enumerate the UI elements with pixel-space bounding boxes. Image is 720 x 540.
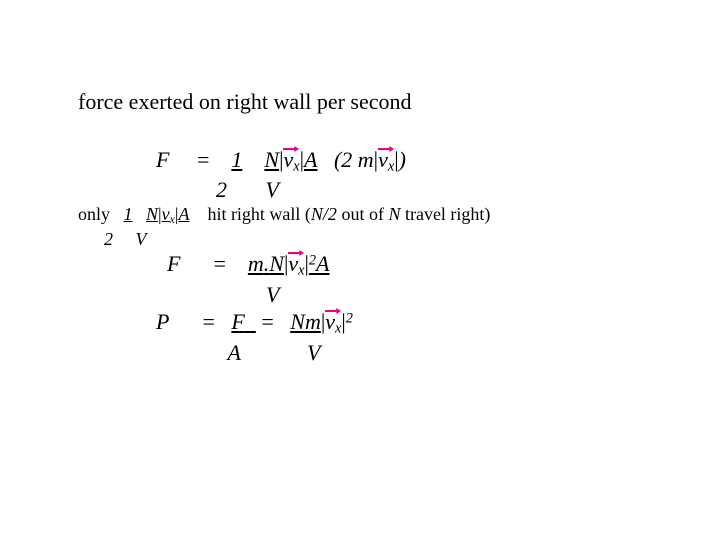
sym-v-3: v — [162, 204, 170, 224]
sym-N-4: N — [269, 251, 284, 276]
text-nover2: N/2 — [311, 204, 337, 224]
sym-v-4: v — [288, 251, 298, 276]
sym-A-4: A — [228, 340, 241, 365]
sym-x-4: x — [298, 263, 304, 279]
sym-A-3: A — [316, 251, 329, 276]
eq-force-line1: F = 1 N|vx|A (2 m|vx|) — [78, 146, 720, 176]
sym-eq-4: = — [261, 309, 273, 334]
sym-eq-3: = — [202, 309, 214, 334]
text-travel-right: travel right) — [400, 204, 490, 224]
vec-vx-4: vx — [325, 308, 341, 338]
note-line2: 2 V — [78, 228, 720, 251]
sym-V-2: V — [136, 229, 147, 249]
sym-N-5: N — [290, 309, 305, 334]
frac-N: N — [264, 147, 279, 172]
note-line1: only 1 N|vx|A hit right wall (N/2 out of… — [78, 203, 720, 228]
sym-x-1: x — [293, 158, 299, 174]
sym-eq-2: = — [213, 251, 225, 276]
text-hit-right: hit right wall ( — [207, 204, 310, 224]
sym-F-2: F — [167, 251, 180, 276]
frac-half-den: 2 — [216, 177, 227, 202]
sup-2-2: 2 — [346, 311, 353, 327]
eq-force2-line2: V — [78, 281, 720, 309]
frac-half-num-2: 1 — [124, 204, 133, 224]
vec-vx-3: vx — [288, 250, 304, 280]
sym-v-2: v — [378, 147, 388, 172]
frac-half-num: 1 — [231, 147, 242, 172]
sym-x-2: x — [388, 158, 394, 174]
sym-m-1: m — [358, 147, 374, 172]
sym-eq: = — [197, 147, 209, 172]
sym-2: 2 — [341, 147, 352, 172]
frac-half-den-2: 2 — [104, 229, 113, 249]
vec-vx-1: vx — [283, 146, 299, 176]
sym-N-2: N — [146, 204, 158, 224]
sym-F-3: F — [231, 309, 244, 334]
sym-v-5: v — [325, 309, 335, 334]
sym-V-3: V — [266, 282, 279, 307]
text-only: only — [78, 204, 110, 224]
eq-pressure-line1: P = F = Nm|vx|2 — [78, 308, 720, 338]
sym-V-4: V — [307, 340, 320, 365]
heading: force exerted on right wall per second — [78, 88, 720, 116]
page: force exerted on right wall per second F… — [0, 0, 720, 540]
sup-2-1: 2 — [309, 253, 316, 269]
eq-pressure-line2: A V — [78, 339, 720, 367]
sym-P: P — [156, 309, 169, 334]
vec-vx-2: vx — [378, 146, 394, 176]
sym-m-2: m — [248, 251, 264, 276]
eq-force2-line1: F = m.N|vx|2A — [78, 250, 720, 280]
eq-force-line2: 2 V — [78, 176, 720, 204]
sym-V-1: V — [266, 177, 279, 202]
sym-m-3: m — [305, 309, 321, 334]
sym-F: F — [156, 147, 169, 172]
text-out-of: out of — [337, 204, 389, 224]
sym-A-1: A — [304, 147, 317, 172]
close-1: ) — [399, 147, 406, 172]
sym-N-3: N — [388, 204, 400, 224]
sym-v-1: v — [283, 147, 293, 172]
sym-x-5: x — [335, 321, 341, 337]
sym-A-2: A — [178, 204, 189, 224]
